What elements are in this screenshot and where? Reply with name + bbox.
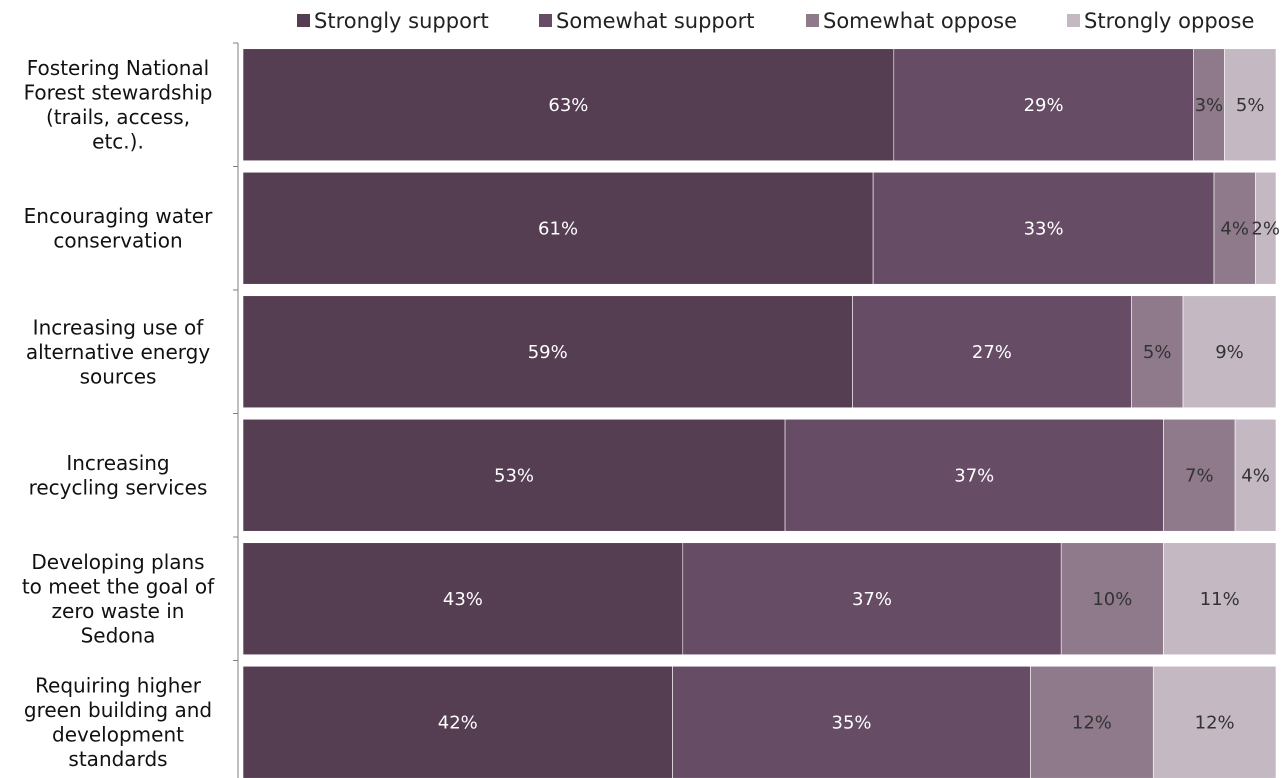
- bar-segment-strongly-support: [242, 542, 684, 656]
- legend-label: Somewhat oppose: [823, 9, 1017, 33]
- data-label: 29%: [1024, 95, 1064, 116]
- data-label: 35%: [832, 712, 872, 733]
- bar-segment-somewhat-support: [784, 418, 1164, 532]
- data-label: 53%: [494, 465, 534, 486]
- category-label: Encouraging water conservation: [24, 204, 213, 253]
- bar-segment-strongly-oppose: [1224, 48, 1277, 162]
- legend-swatch: [297, 14, 310, 27]
- category-label: Fostering National Forest stewardship (tra…: [24, 56, 213, 154]
- bar-segment-strongly-support: [242, 295, 853, 409]
- bar-segment-strongly-oppose: [1255, 171, 1277, 285]
- data-label: 5%: [1143, 342, 1172, 363]
- data-label: 37%: [852, 589, 892, 610]
- bar-segment-strongly-support: [242, 665, 673, 778]
- data-label: 61%: [538, 218, 578, 239]
- bar-segment-strongly-oppose: [1163, 542, 1277, 656]
- data-label: 9%: [1215, 342, 1244, 363]
- bar-segment-somewhat-support: [672, 665, 1031, 778]
- data-label: 33%: [1024, 218, 1064, 239]
- legend-item-strongly-oppose: Strongly oppose: [1067, 9, 1254, 33]
- bar-segment-somewhat-oppose: [1163, 418, 1236, 532]
- bars: 63% 29% 3% 5%61% 33% 4% 2%59% 27% 5% 9%53% 37% 7% 4%…: [242, 48, 1280, 778]
- data-label: 3%: [1195, 95, 1224, 116]
- legend-swatch: [539, 14, 552, 27]
- data-label: 12%: [1072, 712, 1112, 733]
- bar-row: 43% 37% 10% 11%: [242, 542, 1277, 656]
- bar-segment-strongly-oppose: [1152, 665, 1277, 778]
- legend-item-somewhat-oppose: Somewhat oppose: [806, 9, 1017, 33]
- data-label: 12%: [1195, 712, 1235, 733]
- bar-segment-somewhat-oppose: [1131, 295, 1184, 409]
- legend: Strongly support Somewhat support Somewhat…: [297, 9, 1254, 33]
- bar-row: 53% 37% 7% 4%: [242, 418, 1277, 532]
- legend-item-somewhat-support: Somewhat support: [539, 9, 754, 33]
- legend-label: Strongly oppose: [1084, 9, 1254, 33]
- bar-segment-strongly-support: [242, 418, 786, 532]
- bar-segment-somewhat-support: [682, 542, 1062, 656]
- data-label: 11%: [1200, 589, 1240, 610]
- data-label: 27%: [972, 342, 1012, 363]
- data-label: 4%: [1241, 465, 1270, 486]
- data-label: 4%: [1220, 218, 1249, 239]
- data-label: 59%: [528, 342, 568, 363]
- category-label: Requiring higher green building and develo…: [24, 674, 212, 772]
- data-label: 5%: [1236, 95, 1265, 116]
- data-label: 37%: [954, 465, 994, 486]
- bar-segment-strongly-oppose: [1234, 418, 1277, 532]
- legend-swatch: [1067, 14, 1080, 27]
- bar-segment-strongly-oppose: [1182, 295, 1277, 409]
- legend-label: Strongly support: [314, 9, 489, 33]
- category-label: Increasing use of alternative energy sourc…: [26, 315, 211, 388]
- legend-item-strongly-support: Strongly support: [297, 9, 489, 33]
- bar-segment-somewhat-support: [893, 48, 1194, 162]
- data-label: 42%: [438, 712, 478, 733]
- bar-row: 42% 35% 12% 12%: [242, 665, 1277, 778]
- bar-segment-somewhat-support: [852, 295, 1132, 409]
- category-label: Developing plans to meet the goal of zero …: [22, 550, 215, 648]
- bar-row: 61% 33% 4% 2%: [242, 171, 1280, 285]
- category-label: Increasing recycling services: [29, 451, 208, 500]
- bar-segment-somewhat-oppose: [1030, 665, 1154, 778]
- data-label: 43%: [443, 589, 483, 610]
- data-label: 2%: [1251, 218, 1280, 239]
- data-label: 7%: [1185, 465, 1214, 486]
- bar-row: 63% 29% 3% 5%: [242, 48, 1277, 162]
- data-label: 10%: [1092, 589, 1132, 610]
- data-label: 63%: [548, 95, 588, 116]
- bar-segment-somewhat-support: [872, 171, 1215, 285]
- legend-label: Somewhat support: [556, 9, 754, 33]
- bar-segment-somewhat-oppose: [1060, 542, 1164, 656]
- bar-row: 59% 27% 5% 9%: [242, 295, 1277, 409]
- legend-swatch: [806, 14, 819, 27]
- category-axis: Fostering National Forest stewardship (tra…: [22, 42, 239, 778]
- bar-segment-somewhat-oppose: [1193, 48, 1225, 162]
- bar-segment-strongly-support: [242, 48, 895, 162]
- bar-segment-strongly-support: [242, 171, 874, 285]
